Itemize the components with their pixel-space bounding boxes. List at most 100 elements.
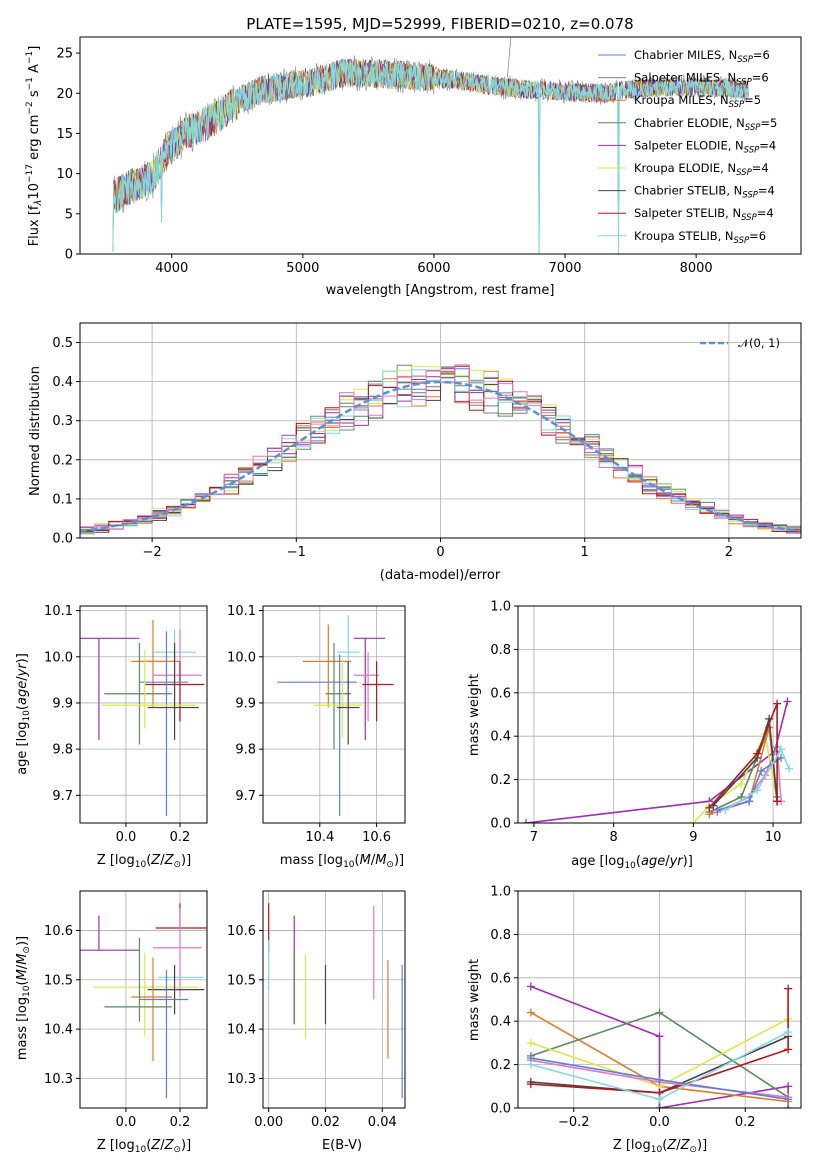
- legend-sub: SSP: [741, 213, 757, 223]
- age-vs-mass-panel: 10.4 10.6 9.7 9.8 9.9 10.0 10.1: [227, 604, 406, 845]
- y-tick-label: 0.0: [490, 817, 511, 832]
- weight-vs-age-xlabel: age [log10(age/yr)]: [571, 854, 693, 871]
- y-tick-label: 10: [56, 167, 73, 182]
- axes-frame: [262, 890, 406, 1109]
- age-vs-z-panel: 0.0 0.2 9.7 9.8 9.9 10.0 10.1: [44, 604, 208, 845]
- x-tick-label: 9: [689, 830, 697, 845]
- weight-marker-chabrier_miles: [777, 753, 786, 762]
- x-tick-label: 6000: [417, 261, 450, 276]
- spectrum-title: PLATE=1595, MJD=52999, FIBERID=0210, z=0…: [246, 15, 633, 33]
- legend-sub: SSP: [729, 100, 745, 110]
- age-vs-z-ylabel: age [log10(age/yr)]: [15, 653, 32, 775]
- x-tick-label: 7000: [548, 261, 581, 276]
- legend-label-salpeter_miles: Salpeter MILES, NSSP=6: [634, 71, 769, 88]
- plot-area: [80, 364, 801, 538]
- weight-marker-salpeter_stelib: [784, 984, 793, 993]
- y-tick-label: 0.0: [52, 532, 73, 547]
- x-tick-label: −2: [143, 545, 162, 560]
- legend-sub: SSP: [744, 145, 760, 155]
- spectrum-panel: 4000 5000 6000 7000 8000 0 5 10 15 20 25: [56, 36, 802, 276]
- weight-marker-salpeter_elodie: [655, 1032, 664, 1041]
- weight-marker-salpeter_stelib: [773, 797, 782, 806]
- y-tick-label: 0.1: [52, 492, 73, 507]
- legend-tail: =5: [760, 116, 777, 130]
- weight-marker-kroupa_stelib: [785, 764, 794, 773]
- y-tick-label: 10.0: [44, 650, 73, 665]
- y-tick-label: 0.3: [52, 414, 73, 429]
- legend-sub: SSP: [745, 123, 761, 133]
- mass-vs-z-xlabel: Z [log10(Z/Z⊙)]: [97, 1138, 191, 1155]
- x-tick-label: 0.04: [368, 1115, 397, 1130]
- x-tick-label: 0.0: [116, 1115, 137, 1130]
- normal-curve: [80, 380, 801, 533]
- x-tick-label: 0.00: [254, 1115, 283, 1130]
- weight-line-salpeter_elodie: [525, 701, 789, 823]
- legend-label-chabrier_elodie: Chabrier ELODIE, NSSP=5: [634, 116, 777, 133]
- y-tick-label: 10.5: [227, 973, 256, 988]
- legend-label-salpeter_stelib: Salpeter STELIB, NSSP=4: [634, 206, 774, 223]
- legend-label-chabrier_stelib: Chabrier STELIB, NSSP=4: [634, 184, 775, 201]
- weight-line-kroupa_stelib: [724, 747, 790, 811]
- y-tick-label: 0.4: [52, 375, 73, 390]
- legend-label-kroupa_miles: Kroupa MILES, NSSP=5: [634, 93, 761, 110]
- legend-tail: =6: [753, 48, 770, 62]
- weight-marker-chabrier_miles: [757, 766, 766, 775]
- x-tick-label: 10: [765, 830, 782, 845]
- x-tick-label: 0.0: [649, 1115, 670, 1130]
- weight-vs-z-xlabel: Z [log10(Z/Z⊙)]: [613, 1138, 707, 1155]
- legend-main: Kroupa STELIB, N: [634, 229, 734, 243]
- y-tick-label: 10.1: [44, 604, 73, 619]
- weight-marker-chabrier_elodie: [655, 1008, 664, 1017]
- legend-label-salpeter_elodie: Salpeter ELODIE, NSSP=4: [634, 138, 776, 155]
- mass-vs-ebv-panel: 0.00 0.02 0.04 10.3 10.4 10.5 10.6: [227, 890, 406, 1130]
- residual-xlabel: (data-model)/error: [380, 568, 501, 583]
- mass-vs-z-panel: 0.0 0.2 10.3 10.4 10.5 10.6: [44, 890, 208, 1130]
- legend-sub: SSP: [734, 236, 750, 246]
- y-tick-label: 0.5: [52, 336, 73, 351]
- plot-area: [277, 615, 394, 817]
- x-tick-label: −1: [287, 545, 306, 560]
- legend-label-kroupa_elodie: Kroupa ELODIE, NSSP=4: [634, 161, 769, 178]
- y-tick-label: 10.0: [227, 650, 256, 665]
- y-tick-label: 0.4: [490, 730, 511, 745]
- y-tick-label: 9.9: [52, 696, 73, 711]
- plot-area: [268, 903, 403, 1099]
- weight-marker-kroupa_elodie: [737, 779, 746, 788]
- spectrum-legend: Chabrier MILES, N SSP =6 Salpeter MILES, NS…: [598, 48, 777, 246]
- x-tick-label: 5000: [286, 261, 319, 276]
- legend-tail: =4: [759, 138, 776, 152]
- legend-sub: SSP: [742, 191, 758, 201]
- age-vs-z-xlabel: Z [log10(Z/Z⊙)]: [97, 853, 191, 870]
- y-tick-label: 0.6: [490, 971, 511, 986]
- spectrum-ylabel: Flux [fλ10−17 erg cm−2 s−1 A−1]: [25, 46, 44, 247]
- weight-marker-kroupa_stelib: [655, 1095, 664, 1104]
- axes-frame: [79, 36, 802, 255]
- weight-marker-chabrier_miles: [655, 1075, 664, 1084]
- legend-sub: SSP: [736, 78, 752, 88]
- y-tick-label: 0.8: [490, 928, 511, 943]
- x-tick-label: 10.4: [305, 830, 334, 845]
- weight-marker-chabrier_miles: [784, 1095, 793, 1104]
- y-tick-label: 5: [65, 207, 73, 222]
- y-tick-label: 0.2: [490, 1058, 511, 1073]
- x-tick-label: 0.2: [170, 830, 191, 845]
- mass-vs-z-ylabel: mass [log10(M/M⊙)]: [15, 936, 32, 1060]
- plot-area: [80, 619, 205, 817]
- weight-vs-z-panel: −0.2 0.0 0.2 0.0 0.2 0.4 0.6 0.8 1.0: [490, 885, 802, 1130]
- legend-tail: =4: [757, 206, 774, 220]
- legend-main: Salpeter ELODIE, N: [634, 138, 744, 152]
- weight-marker-salpeter_elodie: [521, 819, 530, 823]
- legend-main: Chabrier MILES, N: [634, 48, 737, 62]
- y-tick-label: 0.8: [490, 643, 511, 658]
- plot-area: [112, 37, 749, 254]
- weight-marker-salpeter_elodie: [526, 982, 535, 991]
- legend-sub: SSP: [736, 168, 752, 178]
- weight-marker-salpeter_stelib: [784, 1045, 793, 1054]
- legend-label-kroupa_stelib: Kroupa STELIB, NSSP=6: [634, 229, 766, 246]
- normal-legend-label: 𝒩(0, 1): [738, 336, 780, 350]
- y-tick-label: 10.1: [227, 604, 256, 619]
- weight-marker-salpeter_elodie: [783, 697, 792, 706]
- y-tick-label: 0.2: [490, 773, 511, 788]
- axes-frame: [262, 605, 406, 824]
